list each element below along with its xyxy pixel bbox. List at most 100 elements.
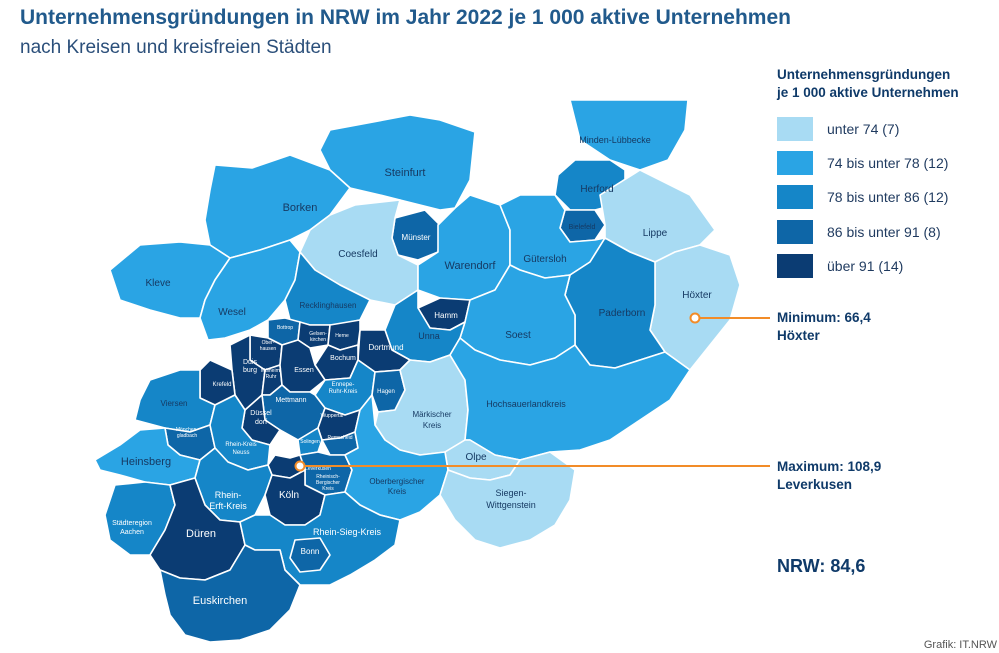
source-credit: Grafik: IT.NRW <box>923 639 997 651</box>
region-label: Leverkusen <box>305 466 331 472</box>
region-label: Herne <box>335 333 349 339</box>
region-label: gladbach <box>177 433 198 439</box>
region-label: Rhein-Sieg-Kreis <box>313 527 382 537</box>
region-label: dorf <box>255 419 267 426</box>
legend-swatch <box>777 185 813 209</box>
region-label: Kreis <box>388 487 406 496</box>
legend-item-class-5: über 91 (14) <box>777 254 903 278</box>
map-title: Unternehmensgründungen in NRW im Jahr 20… <box>20 6 791 29</box>
region-label: Essen <box>294 367 314 374</box>
region-label: Bergischer <box>316 480 340 486</box>
region-label: Borken <box>283 202 318 214</box>
region-label: Oberbergischer <box>369 477 424 486</box>
region-label: Düren <box>186 528 216 540</box>
region-label: Hamm <box>434 311 458 320</box>
region-label: Bottrop <box>277 325 293 331</box>
region-bonn <box>289 537 331 573</box>
region-label: Wittgenstein <box>486 500 536 510</box>
region-label: Kleve <box>145 278 170 289</box>
region-label: Münster <box>402 233 431 242</box>
region-label: Ober- <box>262 340 275 346</box>
legend-label: 78 bis unter 86 (12) <box>827 189 949 205</box>
minimum-callout: Minimum: 66,4 Höxter <box>777 309 871 345</box>
region-label: Hochsauerlandkreis <box>486 399 566 409</box>
region-label: Gelsen- <box>309 331 327 337</box>
region-label: Bielefeld <box>569 224 596 231</box>
legend-item-class-2: 74 bis unter 78 (12) <box>777 151 948 175</box>
region-label: Kreis <box>322 486 334 492</box>
region-label: Lippe <box>643 228 668 239</box>
region-label: Unna <box>418 331 440 341</box>
region-label: Mönchen- <box>176 427 199 433</box>
region-label: Siegen- <box>495 488 526 498</box>
region-solingen <box>297 427 323 456</box>
region-label: Ruhr <box>266 374 277 380</box>
region-label: Gütersloh <box>523 254 566 265</box>
region-label: Herford <box>580 184 613 195</box>
region-label: Märkischer <box>412 410 451 419</box>
legend-label: 86 bis unter 91 (8) <box>827 224 941 240</box>
region-label: Rhein- <box>215 490 242 500</box>
legend-item-class-4: 86 bis unter 91 (8) <box>777 220 941 244</box>
region-label: Solingen <box>300 439 320 445</box>
legend-label: über 91 (14) <box>827 258 904 274</box>
region-label: Neuss <box>232 450 249 456</box>
minimum-marker <box>689 312 701 324</box>
region-label: Euskirchen <box>193 595 247 607</box>
region-label: kirchen <box>310 337 326 343</box>
region-label: Aachen <box>120 529 144 536</box>
region-label: Rheinisch- <box>316 474 340 480</box>
region-label: Viersen <box>161 399 188 408</box>
legend-swatch <box>777 151 813 175</box>
region-label: Olpe <box>465 452 487 463</box>
legend-title: Unternehmensgründungen je 1 000 aktive U… <box>777 66 959 102</box>
region-label: Höxter <box>682 290 712 301</box>
nrw-average: NRW: 84,6 <box>777 556 866 576</box>
legend-label: unter 74 (7) <box>827 121 900 137</box>
region-label: Wesel <box>218 307 246 318</box>
region-label: Recklinghausen <box>300 301 357 310</box>
maximum-marker <box>294 460 306 472</box>
region-label: Bonn <box>301 547 320 556</box>
region-label: Köln <box>279 490 299 501</box>
region-siegen-wittgenstein <box>439 451 576 549</box>
region-essen <box>279 339 326 393</box>
region-label: Paderborn <box>599 308 646 319</box>
legend-item-class-3: 78 bis unter 86 (12) <box>777 185 948 209</box>
region-label: Düssel <box>250 410 272 417</box>
region-label: Soest <box>505 330 531 341</box>
legend-swatch <box>777 254 813 278</box>
minimum-value: Minimum: 66,4 <box>777 310 871 325</box>
legend-swatch <box>777 117 813 141</box>
region-label: Krefeld <box>212 382 231 388</box>
region-label: Bochum <box>330 355 356 362</box>
region-label: Wuppertal <box>321 413 344 419</box>
legend-title-line1: Unternehmensgründungen <box>777 67 951 82</box>
region-label: Mülheim/ <box>261 368 282 374</box>
maximum-callout: Maximum: 108,9 Leverkusen <box>777 458 881 494</box>
region-label: burg <box>243 367 257 374</box>
region-label: hausen <box>260 346 277 352</box>
region-label: Mettmann <box>275 397 306 404</box>
maximum-value: Maximum: 108,9 <box>777 459 882 474</box>
legend-title-line2: je 1 000 aktive Unternehmen <box>777 85 959 100</box>
region-minden-lübbecke <box>569 99 689 171</box>
legend-swatch <box>777 220 813 244</box>
region-label: Ruhr-Kreis <box>329 389 358 395</box>
region-borken <box>204 154 351 259</box>
region-label: Hagen <box>377 389 395 395</box>
region-label: Minden-Lübbecke <box>579 135 651 145</box>
region-label: Coesfeld <box>338 249 377 260</box>
region-label: Städteregion <box>112 520 152 527</box>
maximum-region: Leverkusen <box>777 477 853 492</box>
map-subtitle: nach Kreisen und kreisfreien Städten <box>20 37 332 58</box>
region-label: Remscheid <box>327 435 352 441</box>
region-label: Ennepe- <box>332 382 355 388</box>
legend-label: 74 bis unter 78 (12) <box>827 155 949 171</box>
region-euskirchen <box>159 544 301 643</box>
minimum-region: Höxter <box>777 328 820 343</box>
region-label: Steinfurt <box>385 167 426 179</box>
legend-item-class-1: unter 74 (7) <box>777 117 899 141</box>
region-label: Heinsberg <box>121 456 171 468</box>
